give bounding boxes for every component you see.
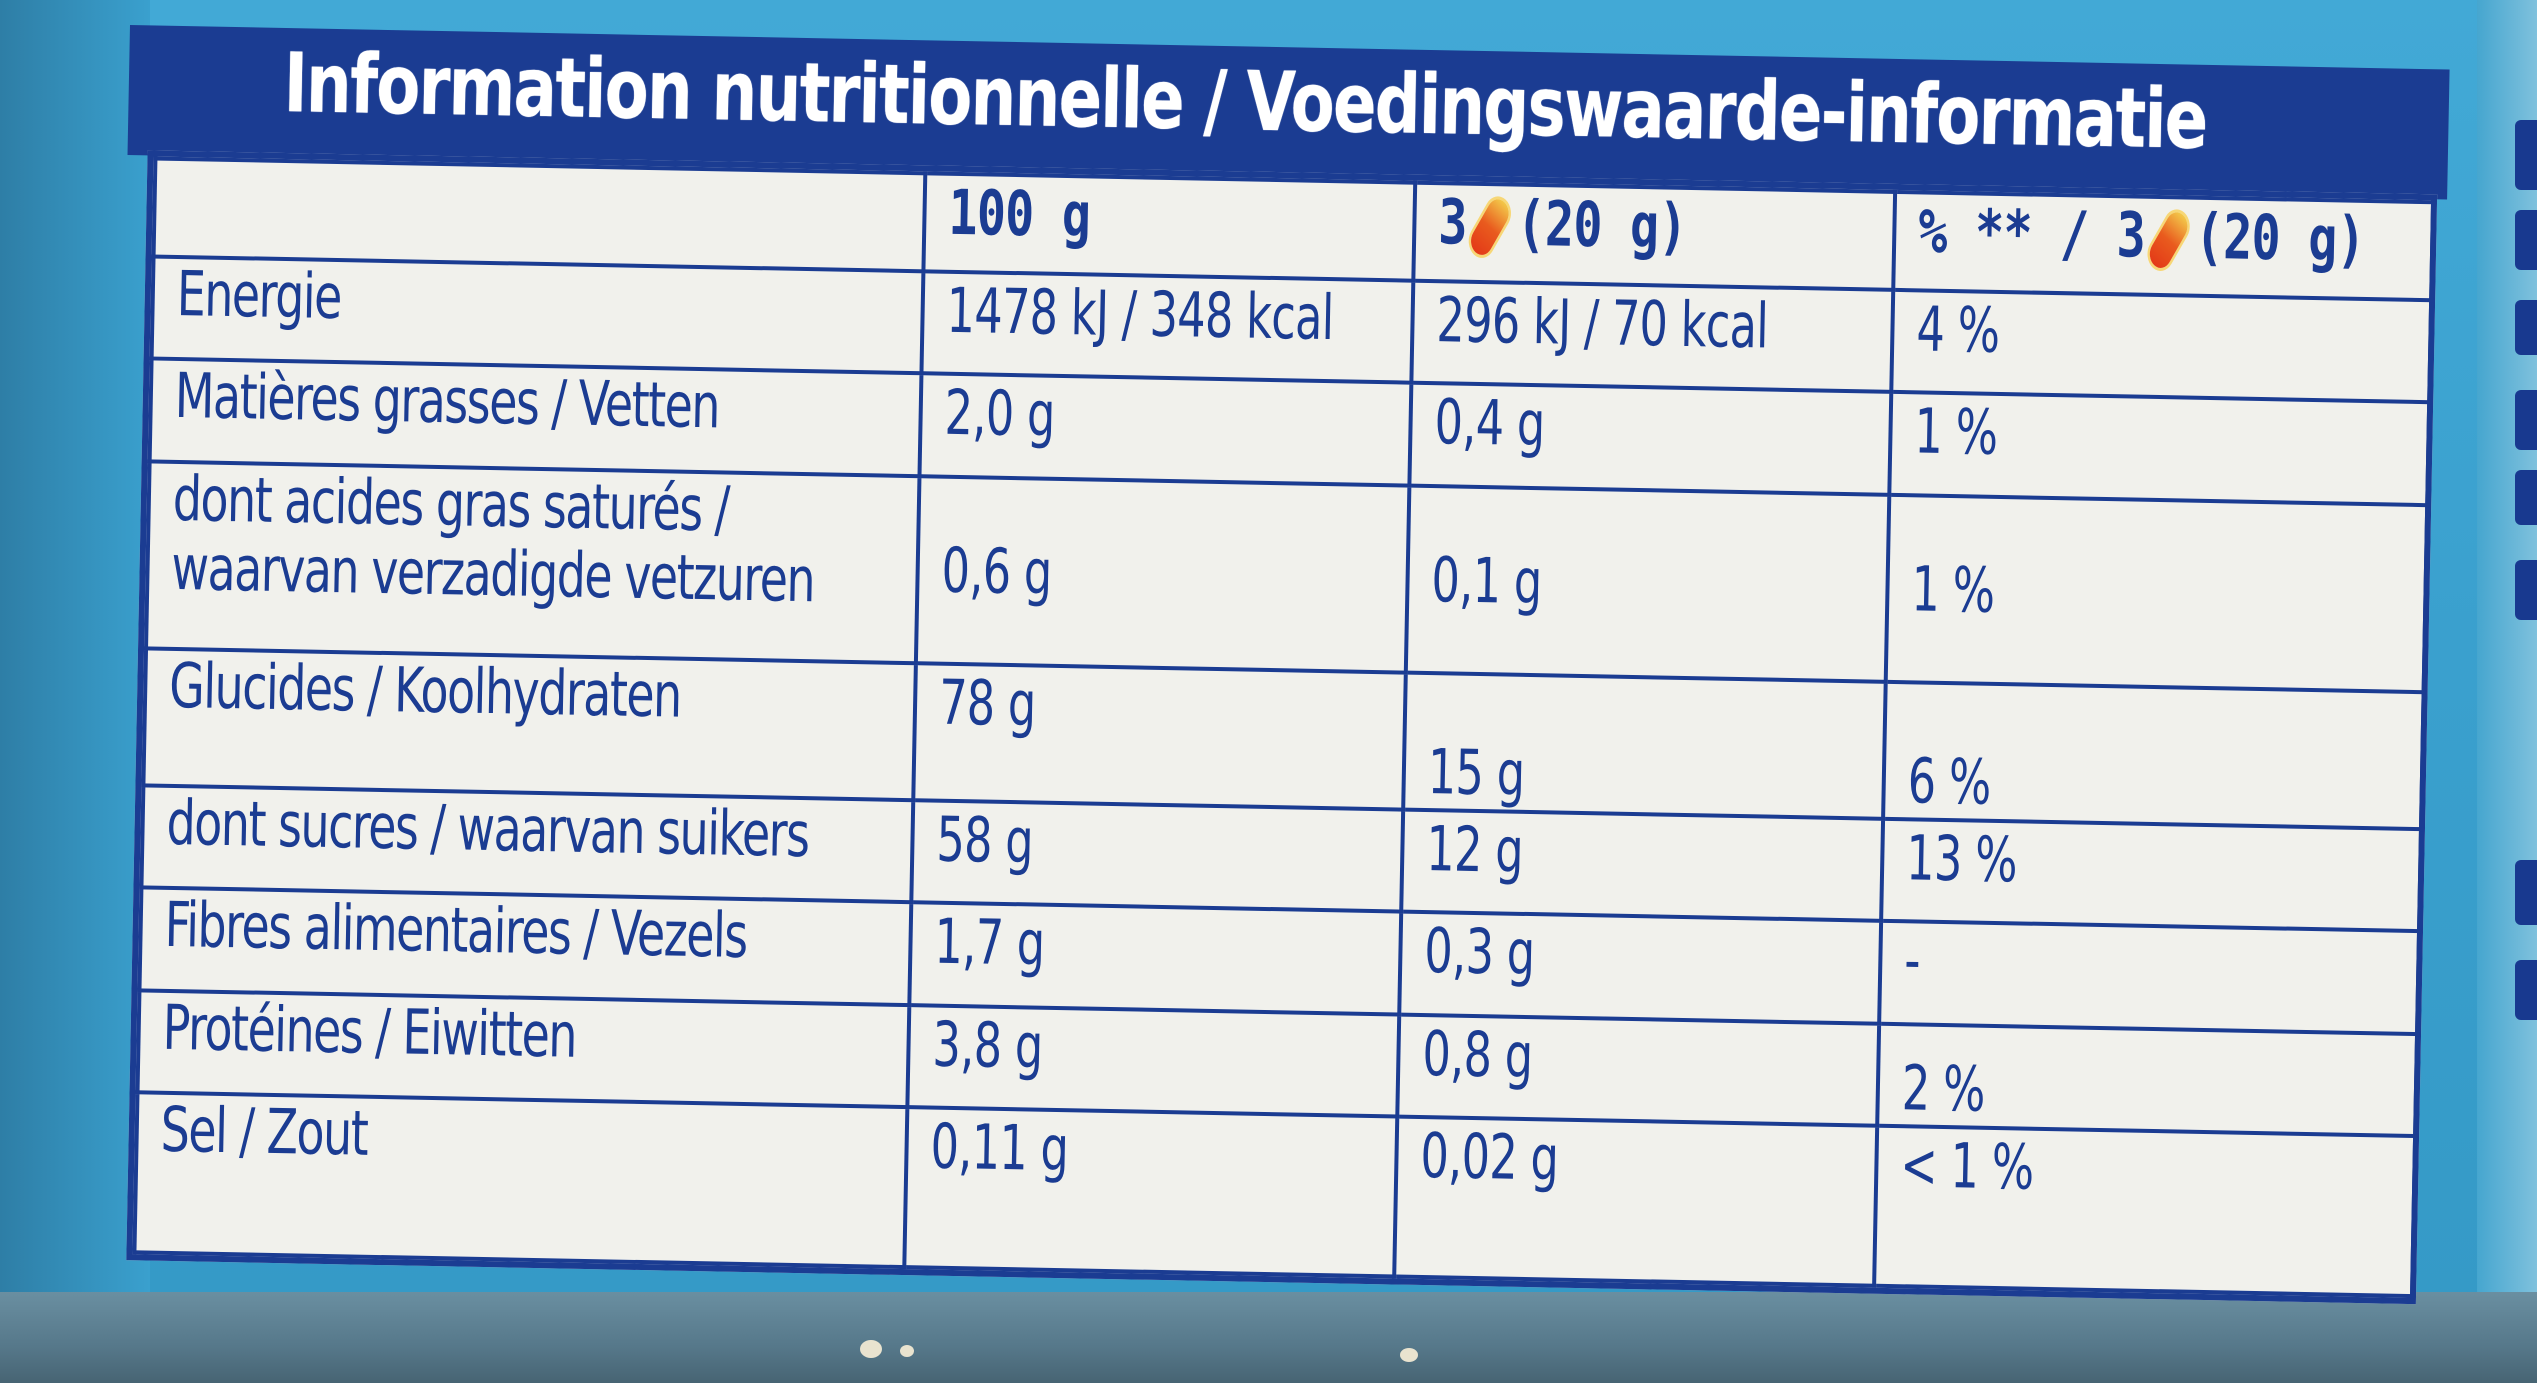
row-per-100: 1,7 g (909, 902, 1402, 1015)
row-percent: < 1 % (1874, 1125, 2416, 1297)
row-per-100: 2,0 g (919, 373, 1412, 486)
row-per-100: 3,8 g (907, 1004, 1400, 1117)
row-percent: 13 % (1881, 818, 2421, 932)
crumb (900, 1345, 914, 1357)
nutrition-table: 100 g 3 (20 g) % ** / 3 (20 g) Energie 147… (132, 156, 2435, 1298)
row-per-portion: 15 g (1403, 673, 1886, 819)
edge-glyph-fragment (2515, 120, 2537, 190)
header-empty-cell (153, 158, 926, 272)
row-label: Fibres alimentaires / Vezels (139, 887, 912, 1005)
row-label: Energie (151, 256, 924, 374)
row-per-100: 0,6 g (915, 476, 1410, 674)
row-percent: 1 % (1885, 494, 2428, 693)
row-label: Matières grasses / Vetten (149, 358, 922, 477)
row-per-portion: 0,02 g (1394, 1116, 1878, 1286)
row-label: Glucides / Koolhydraten (143, 648, 916, 801)
wafer-icon (2145, 206, 2192, 274)
row-per-100: 58 g (911, 800, 1404, 912)
edge-glyph-fragment (2515, 960, 2537, 1020)
row-per-portion: 0,4 g (1409, 383, 1892, 495)
edge-glyph-fragment (2515, 470, 2537, 525)
header-per-portion: 3 (20 g) (1413, 182, 1896, 290)
edge-glyph-fragment (2515, 560, 2537, 620)
package-right-edge (2477, 0, 2537, 1300)
edge-glyph-fragment (2515, 860, 2537, 925)
edge-glyph-fragment (2515, 390, 2537, 450)
header-per-100: 100 g (923, 173, 1416, 281)
row-per-portion: 0,3 g (1399, 911, 1882, 1024)
crumb (860, 1340, 882, 1358)
row-per-portion: 12 g (1401, 809, 1884, 922)
crumb (1400, 1348, 1418, 1362)
row-per-100: 0,11 g (904, 1107, 1398, 1277)
row-percent: 1 % (1889, 392, 2430, 506)
row-per-portion: 0,1 g (1405, 485, 1890, 683)
header-percent: % ** / 3 (20 g) (1893, 191, 2434, 301)
row-label: Protéines / Eiwitten (137, 990, 910, 1108)
row-percent: - (1879, 921, 2420, 1034)
nutrition-label: Information nutritionnelle / Voedingswaa… (106, 25, 2450, 1339)
wafer-icon (1466, 193, 1514, 261)
row-label: dont acides gras saturés / waarvan verza… (146, 461, 920, 664)
nutrition-table-box: 100 g 3 (20 g) % ** / 3 (20 g) Energie 147… (126, 150, 2438, 1305)
row-percent: 2 % (1877, 1023, 2418, 1137)
package-left-edge (0, 0, 150, 1300)
row-per-portion: 0,8 g (1397, 1014, 1880, 1126)
row-percent: 4 % (1891, 289, 2432, 403)
row-per-100: 78 g (913, 663, 1406, 810)
edge-glyph-fragment (2515, 210, 2537, 270)
row-label: dont sucres / waarvan suikers (141, 785, 914, 903)
row-label: Sel / Zout (134, 1092, 908, 1268)
row-per-portion: 296 kJ / 70 kcal (1411, 280, 1894, 393)
package-bottom-edge (0, 1292, 2537, 1383)
row-label-line: waarvan verzadigde vetzuren (170, 531, 815, 617)
row-percent: 6 % (1883, 682, 2424, 830)
row-per-100: 1478 kJ / 348 kcal (921, 271, 1414, 384)
edge-glyph-fragment (2515, 300, 2537, 355)
